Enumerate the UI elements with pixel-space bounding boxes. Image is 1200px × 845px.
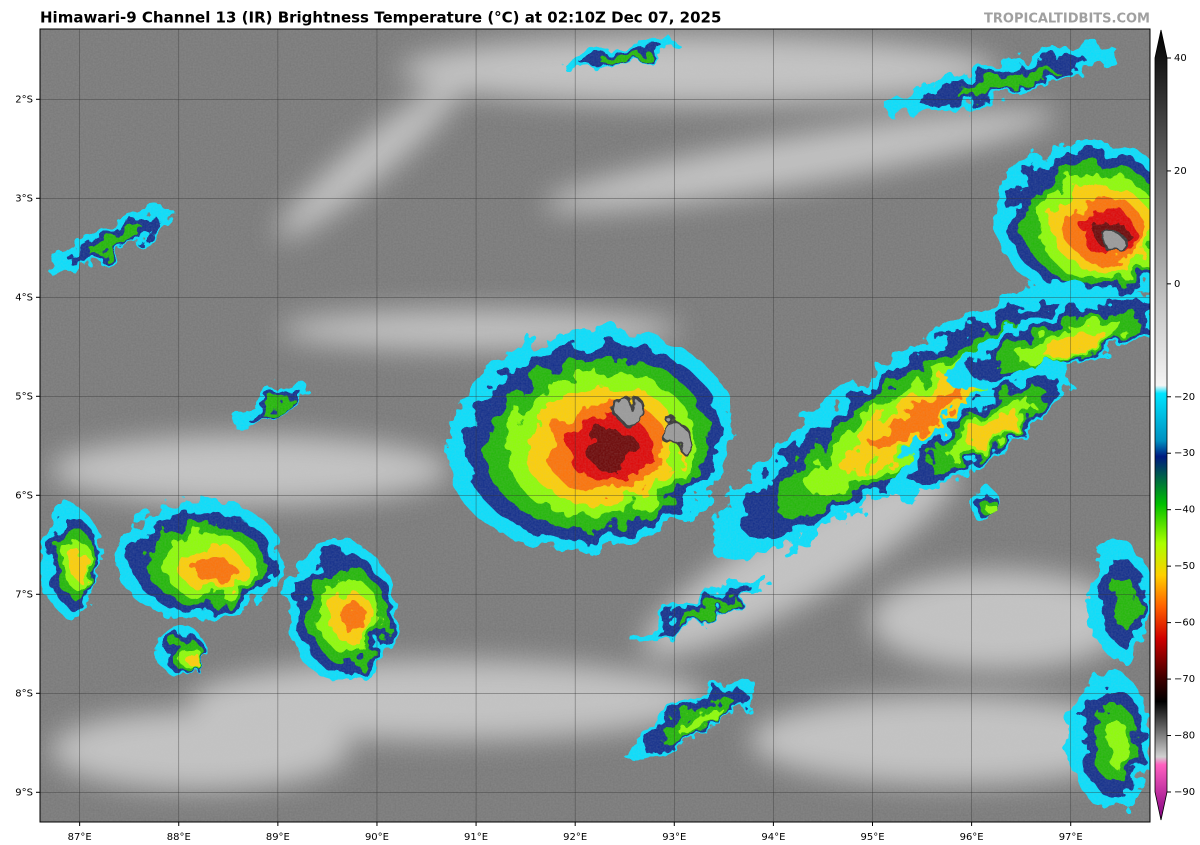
lat-label: 6°S	[15, 490, 33, 501]
lon-label: 93°E	[662, 832, 686, 843]
colorbar: 40 20 0 −20 −30 −40 −50 −60 −70 −80 −90	[1154, 29, 1195, 821]
colorbar-label: −80	[1174, 731, 1195, 742]
colorbar-label: 0	[1174, 279, 1180, 290]
lon-label: 92°E	[563, 832, 587, 843]
colorbar-label: −60	[1174, 618, 1195, 629]
lat-label: 4°S	[15, 292, 33, 303]
title: Himawari-9 Channel 13 (IR) Brightness Te…	[40, 9, 721, 27]
lat-label: 8°S	[15, 688, 33, 699]
colorbar-label: −90	[1174, 787, 1195, 798]
lon-label: 94°E	[761, 832, 785, 843]
colorbar-label: 40	[1174, 53, 1187, 64]
credit: TROPICALTIDBITS.COM	[984, 12, 1150, 27]
lon-label: 88°E	[167, 832, 191, 843]
lon-label: 97°E	[1059, 832, 1083, 843]
colorbar-body	[1154, 29, 1168, 821]
colorbar-label: −70	[1174, 674, 1195, 685]
colorbar-label: 20	[1174, 166, 1187, 177]
texture	[40, 29, 1150, 822]
lat-label: 5°S	[15, 391, 33, 402]
colorbar-label: −30	[1174, 448, 1195, 459]
lon-label: 95°E	[860, 832, 884, 843]
lat-label: 7°S	[15, 589, 33, 600]
colorbar-label: −20	[1174, 392, 1195, 403]
colorbar-label: −40	[1174, 505, 1195, 516]
colorbar-label: −50	[1174, 561, 1195, 572]
map-frame	[39, 28, 1151, 823]
lon-label: 90°E	[365, 832, 389, 843]
lon-label: 96°E	[960, 832, 984, 843]
lon-label: 89°E	[266, 832, 290, 843]
lon-label: 91°E	[464, 832, 488, 843]
lat-label: 2°S	[15, 94, 33, 105]
lon-label: 87°E	[68, 832, 92, 843]
lat-label: 9°S	[15, 787, 33, 798]
lat-label: 3°S	[15, 193, 33, 204]
graticule	[40, 29, 1150, 822]
imagery	[40, 29, 1150, 822]
axes: 87°E 88°E 89°E 90°E 91°E 92°E 93°E 94°E 95°E 96°E…	[15, 94, 1082, 843]
